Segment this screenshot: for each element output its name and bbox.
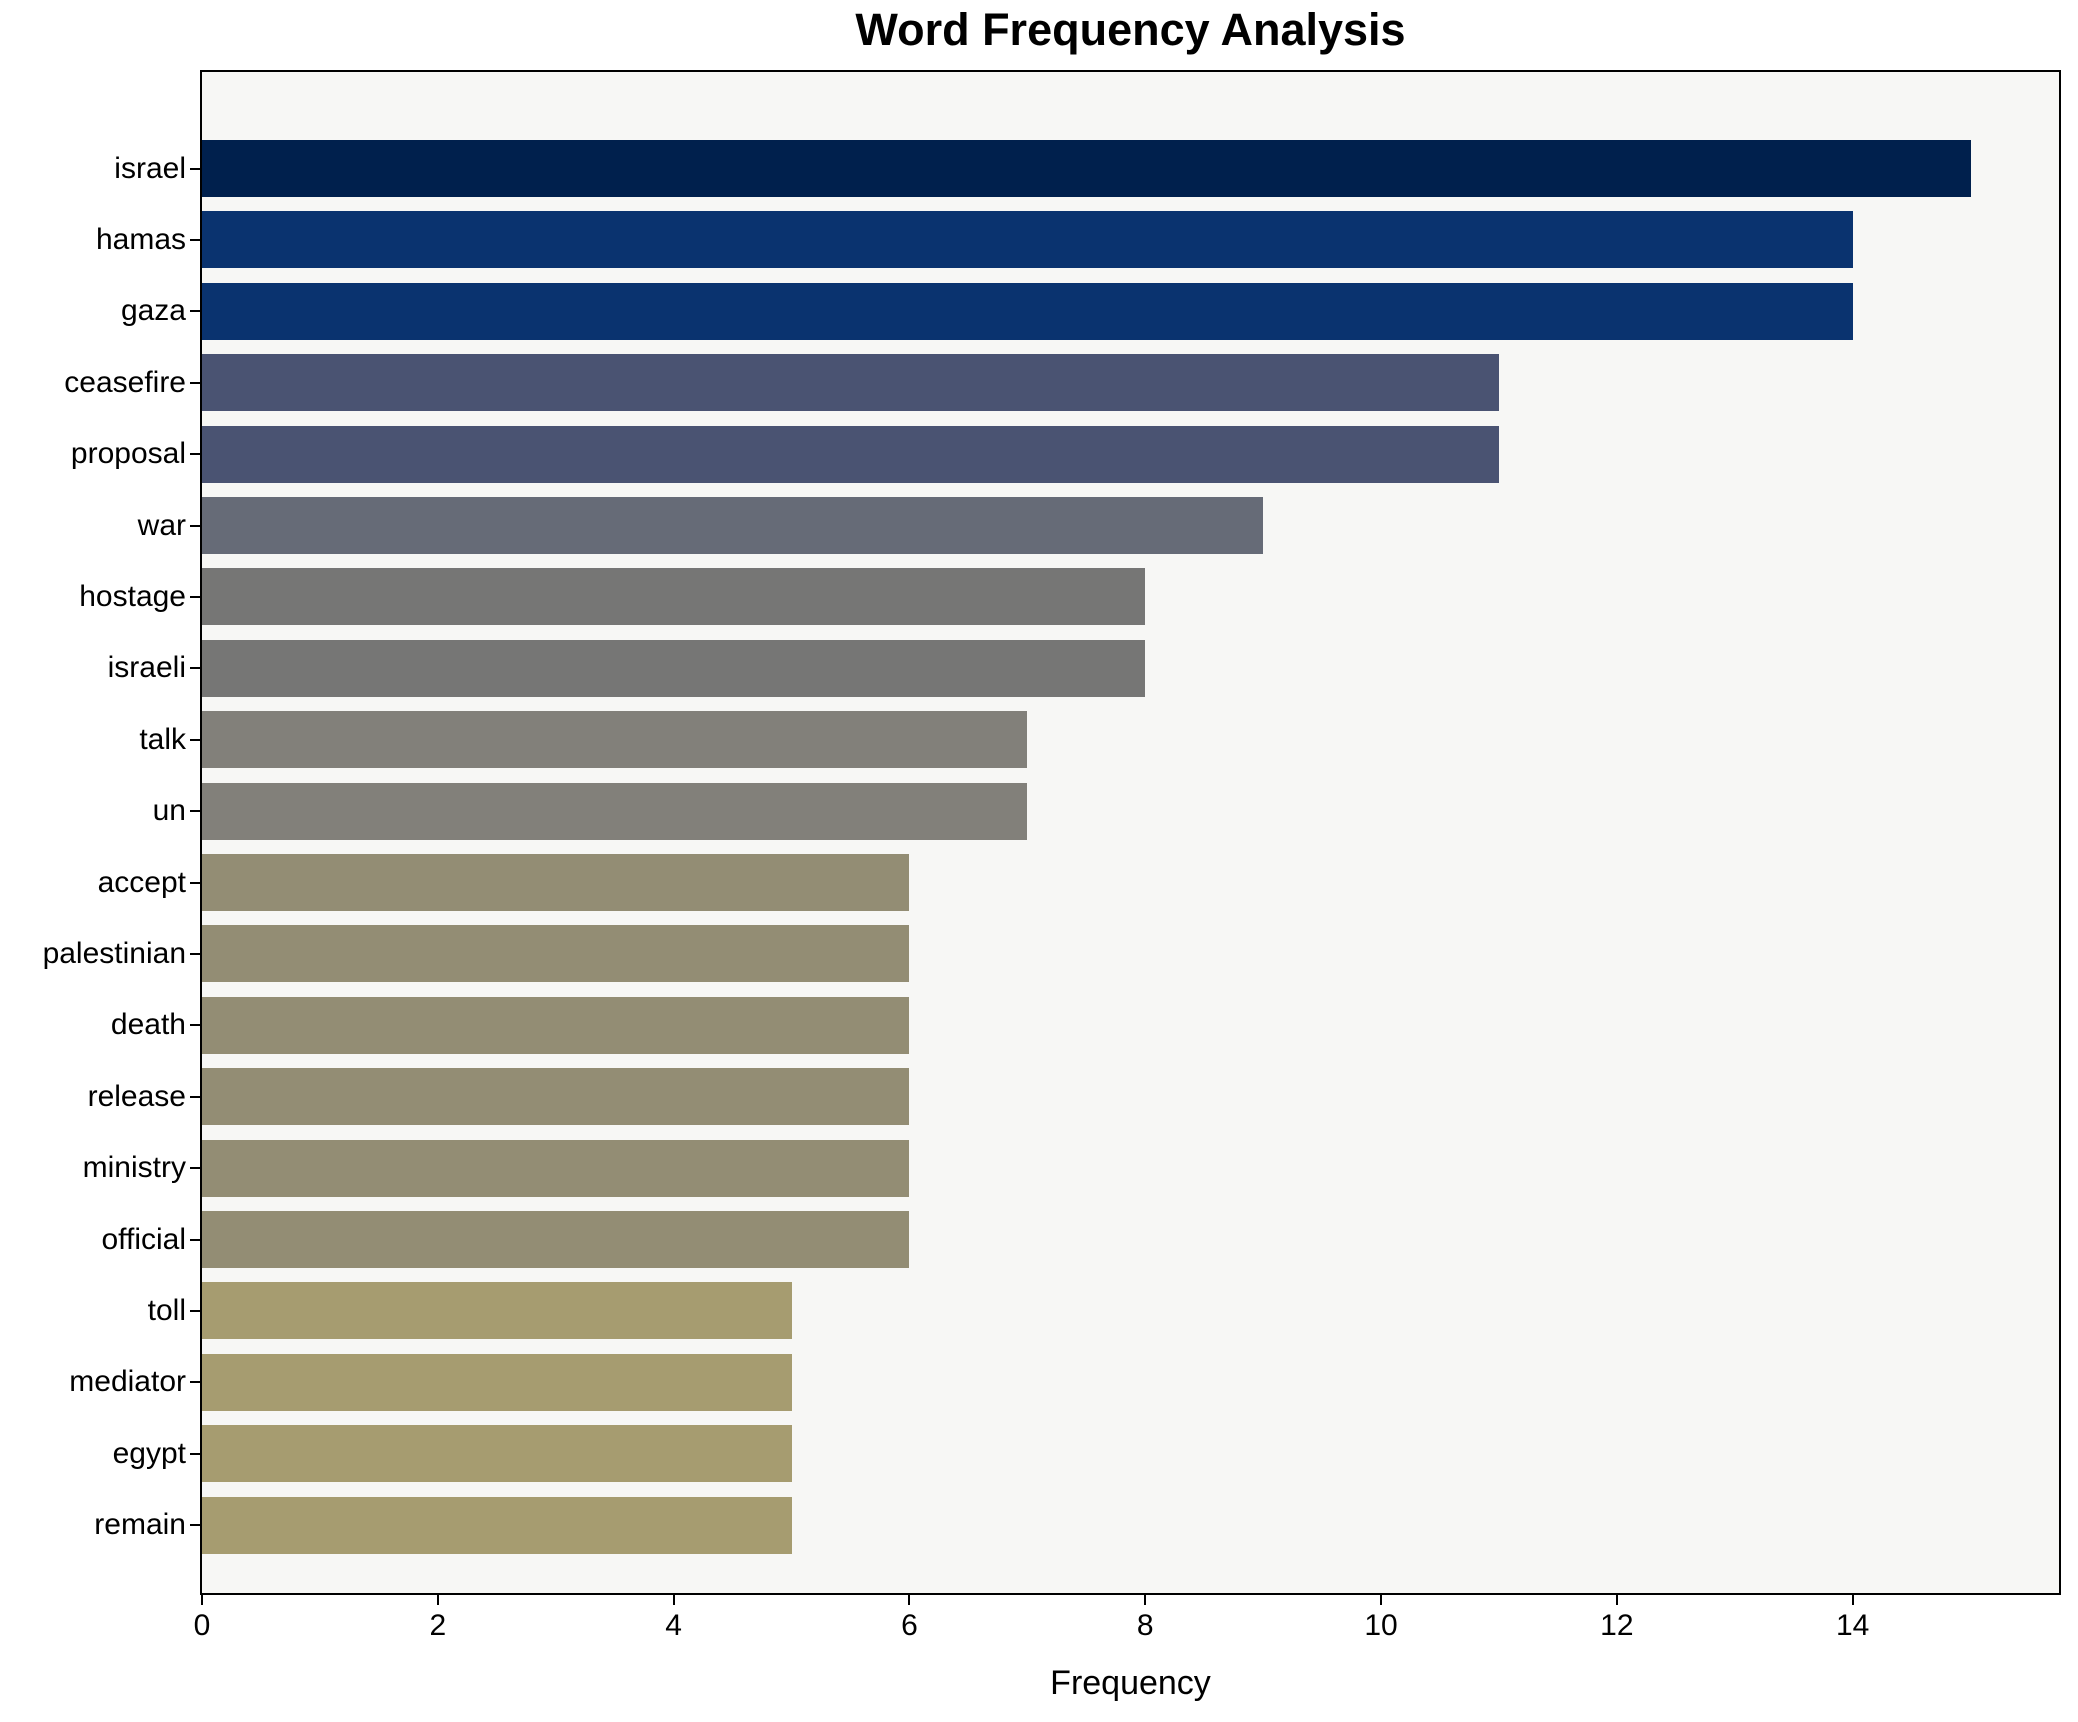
bar-toll [202,1282,792,1340]
y-tick-label-accept: accept [97,865,186,899]
bar-israel [202,140,1971,197]
y-tick-label-un: un [152,794,186,828]
y-tick-mark [190,1238,200,1241]
y-tick-label-gaza: gaza [120,294,186,328]
bar-gaza [202,282,1853,340]
y-tick-mark [190,238,200,241]
y-tick-mark [190,810,200,813]
y-tick-label-toll: toll [147,1293,186,1327]
y-tick-mark [190,667,200,670]
y-tick-label-israeli: israeli [107,651,186,685]
y-tick-label-proposal: proposal [70,437,186,471]
y-tick-label-death: death [110,1008,186,1042]
x-tick-mark [1615,1595,1618,1605]
bar-accept [202,854,910,911]
x-axis-label: Frequency [1050,1664,1211,1702]
y-tick-label-war: war [137,508,186,542]
bar-ministry [202,1139,910,1197]
x-tick-label-2: 2 [429,1609,447,1642]
y-tick-mark [190,1524,200,1527]
plot-area [200,70,2061,1595]
x-tick-mark [908,1595,911,1605]
y-tick-label-egypt: egypt [112,1436,186,1470]
x-tick-mark [1851,1595,1854,1605]
y-tick-label-israel: israel [114,151,186,185]
bar-mediator [202,1353,792,1411]
x-tick-label-10: 10 [1364,1609,1398,1642]
bar-death [202,996,910,1054]
bar-hamas [202,211,1853,269]
bar-remain [202,1496,792,1554]
y-tick-mark [190,1024,200,1027]
y-tick-mark [190,453,200,456]
y-tick-mark [190,952,200,955]
y-tick-mark [190,1452,200,1455]
bar-egypt [202,1425,792,1483]
y-tick-label-talk: talk [139,722,186,756]
y-tick-label-ceasefire: ceasefire [64,365,186,399]
x-tick-label-6: 6 [901,1609,918,1642]
x-tick-label-4: 4 [665,1609,682,1642]
bar-palestinian [202,925,910,983]
chart-title: Word Frequency Analysis [855,4,1406,55]
x-tick-mark [436,1595,439,1605]
bar-talk [202,711,1028,769]
bar-israeli [202,639,1146,697]
y-tick-label-hostage: hostage [79,579,186,613]
y-tick-label-release: release [87,1079,186,1113]
y-tick-mark [190,738,200,741]
y-tick-mark [190,881,200,884]
y-tick-label-remain: remain [94,1508,186,1542]
bar-ceasefire [202,354,1499,412]
y-tick-mark [190,381,200,384]
y-tick-label-hamas: hamas [95,222,186,256]
y-tick-label-palestinian: palestinian [42,936,186,970]
bar-release [202,1068,910,1126]
x-tick-mark [1144,1595,1147,1605]
bar-un [202,782,1028,840]
bar-hostage [202,568,1146,626]
x-tick-mark [201,1595,203,1605]
bar-proposal [202,425,1499,483]
x-tick-label-0: 0 [193,1609,211,1642]
y-tick-mark [190,167,200,170]
y-tick-mark [190,524,200,527]
y-tick-mark [190,1095,200,1098]
y-tick-mark [190,1381,200,1384]
x-tick-label-8: 8 [1136,1609,1154,1642]
x-tick-mark [1380,1595,1383,1605]
bar-war [202,497,1264,554]
y-tick-mark [190,1167,200,1170]
y-tick-mark [190,310,200,313]
y-tick-label-ministry: ministry [82,1151,186,1185]
y-tick-label-mediator: mediator [69,1365,186,1399]
y-tick-mark [190,1309,200,1312]
y-tick-label-official: official [101,1222,187,1256]
x-tick-label-12: 12 [1600,1609,1634,1642]
x-tick-mark [672,1595,675,1605]
bar-official [202,1211,910,1268]
y-tick-mark [190,595,200,598]
x-tick-label-14: 14 [1835,1609,1870,1642]
